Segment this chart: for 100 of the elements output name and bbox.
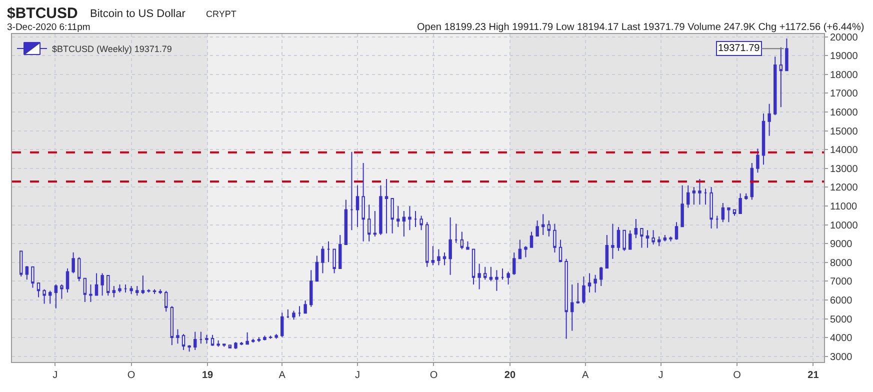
- y-tick-label: 5000: [830, 314, 853, 326]
- candlestick: [321, 246, 324, 274]
- candlestick: [141, 275, 145, 295]
- text: Open 18199.23 High 19911.79 Low 18194.17 Last 19371.79 Volume 247.9K Chg +1172.56 (+6.44%): [417, 22, 864, 33]
- candlestick: [344, 199, 348, 246]
- candlestick: [326, 240, 330, 263]
- y-tick-label: 15000: [830, 126, 858, 138]
- candlestick: [652, 230, 655, 246]
- candlestick: [182, 333, 186, 350]
- candlestick: [106, 275, 110, 296]
- candlestick: [384, 178, 388, 234]
- candlestick: [564, 258, 568, 340]
- candlestick: [60, 284, 64, 300]
- candlestick: [210, 334, 214, 346]
- x-tick-label: 21: [808, 370, 820, 381]
- candlestick: [48, 290, 52, 304]
- candlestick: [112, 286, 116, 298]
- chart-title: $BTCUSD: [7, 5, 78, 22]
- candlestick: [646, 230, 650, 248]
- x-tick-label: 20: [504, 370, 516, 381]
- candlestick: [628, 230, 632, 250]
- candlestick: [680, 184, 684, 228]
- candlestick: [500, 268, 504, 280]
- x-tick-label: J: [52, 370, 58, 381]
- candlestick: [268, 335, 272, 340]
- candlestick: [31, 266, 34, 288]
- candlestick: [100, 272, 104, 296]
- text: 3-Dec-2020 6:11pm: [7, 22, 90, 33]
- y-tick-label: 4000: [830, 333, 853, 344]
- candlestick: [298, 306, 302, 317]
- candlestick: [228, 344, 232, 349]
- y-tick-label: 3000: [830, 352, 853, 363]
- candlestick: [164, 290, 168, 312]
- y-tick-label: 7000: [830, 276, 853, 288]
- candlestick: [42, 288, 46, 304]
- y-tick-label: 17000: [830, 88, 858, 100]
- candlestick: [727, 207, 730, 223]
- y-tick-label: 18000: [830, 70, 858, 81]
- candlestick: [704, 188, 708, 206]
- candlestick: [402, 210, 406, 238]
- y-tick-label: 16000: [830, 108, 858, 119]
- candlestick: [124, 284, 128, 293]
- candlestick: [698, 178, 702, 206]
- candlestick: [524, 246, 528, 258]
- candlestick: [362, 162, 365, 242]
- candlestick: [530, 231, 534, 248]
- x-tick-label: J: [355, 370, 360, 381]
- candlestick: [274, 333, 278, 340]
- candlestick: [20, 250, 23, 277]
- candlestick: [785, 38, 788, 72]
- candlestick: [356, 184, 360, 228]
- candlestick: [158, 288, 162, 295]
- y-tick-label: 8000: [830, 258, 853, 269]
- candlestick: [762, 113, 766, 166]
- candlestick: [78, 256, 81, 282]
- x-tick-label: A: [582, 370, 590, 381]
- candlestick: [379, 184, 382, 236]
- candlestick: [547, 220, 551, 238]
- candlestick: [553, 223, 556, 254]
- candlestick: [472, 248, 476, 285]
- candlestick: [368, 204, 371, 242]
- candlestick: [252, 338, 255, 344]
- candlestick: [663, 234, 667, 242]
- candlestick: [448, 216, 452, 276]
- candlestick: [692, 186, 696, 206]
- candlestick: [246, 332, 249, 345]
- candlestick: [54, 284, 58, 309]
- y-tick-label: 12000: [830, 182, 858, 194]
- candlestick: [240, 341, 244, 346]
- candlestick: [576, 282, 580, 304]
- candlestick: [25, 265, 29, 280]
- x-tick-label: 19: [202, 370, 214, 381]
- x-tick-label: O: [733, 370, 742, 381]
- candlestick: [72, 252, 75, 274]
- candlestick: [304, 300, 307, 314]
- candlestick: [686, 184, 690, 208]
- candlestick: [147, 288, 150, 293]
- candlestick: [605, 234, 609, 269]
- candlestick: [205, 334, 208, 344]
- x-tick-label: A: [278, 370, 286, 381]
- candlestick: [744, 192, 748, 200]
- candlestick: [194, 331, 197, 350]
- candlestick: [622, 230, 626, 252]
- candlestick: [478, 263, 481, 290]
- candlestick: [280, 312, 284, 338]
- candlestick: [756, 148, 760, 174]
- candlestick: [420, 215, 423, 231]
- candlestick: [437, 248, 440, 266]
- candlestick: [716, 215, 719, 230]
- text: CRYPT: [206, 9, 237, 19]
- candlestick: [738, 192, 742, 214]
- candlestick: [199, 331, 203, 344]
- candlestick: [130, 286, 133, 295]
- candlestick: [396, 206, 400, 228]
- candlestick: [136, 286, 139, 296]
- candlestick: [512, 252, 516, 276]
- candlestick: [332, 248, 336, 274]
- candlestick: [658, 236, 661, 247]
- candlestick: [779, 46, 783, 108]
- candlestick: [315, 255, 319, 282]
